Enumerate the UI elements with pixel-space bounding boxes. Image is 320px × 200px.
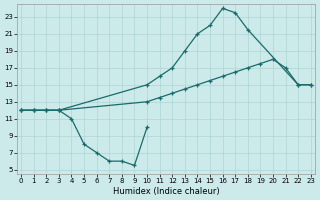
X-axis label: Humidex (Indice chaleur): Humidex (Indice chaleur) — [113, 187, 219, 196]
